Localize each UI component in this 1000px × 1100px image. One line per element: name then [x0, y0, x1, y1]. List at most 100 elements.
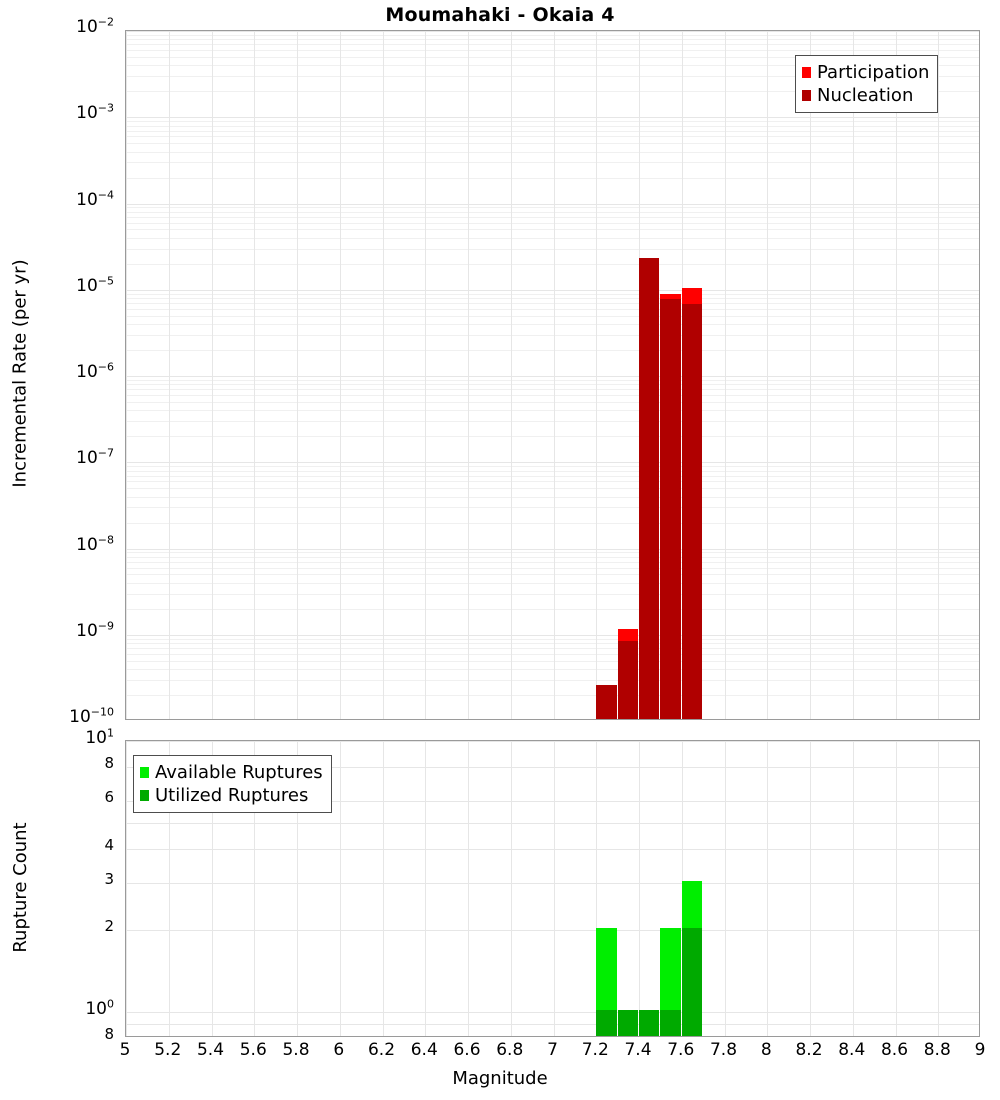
page-title: Moumahaki - Okaia 4 — [385, 4, 615, 26]
gridline-minor — [126, 130, 979, 132]
x-tick-label: 7 — [547, 1040, 558, 1060]
gridline-vertical — [382, 31, 384, 719]
gridline-minor — [126, 389, 979, 391]
x-tick-label: 7.4 — [624, 1040, 652, 1060]
x-tick-label: 5.8 — [282, 1040, 310, 1060]
gridline-minor — [126, 522, 979, 524]
gridline-vertical — [254, 31, 256, 719]
gridline-minor — [126, 582, 979, 584]
gridline-minor — [126, 608, 979, 610]
gridline-major — [126, 462, 979, 464]
bar-nucleation — [660, 298, 681, 719]
gridline-minor — [126, 593, 979, 595]
gridline-major — [126, 741, 979, 742]
y-tick-label: 10−7 — [76, 446, 114, 469]
gridline-minor — [126, 496, 979, 498]
y-tick-label: 10−4 — [76, 187, 114, 210]
gridline-minor — [126, 315, 979, 317]
gridline-vertical — [895, 741, 897, 1036]
gridline-minor — [126, 475, 979, 477]
x-tick-label: 9 — [974, 1040, 986, 1060]
gridline-vertical — [339, 741, 341, 1036]
legend-label: Available Ruptures — [155, 761, 323, 783]
gridline-minor — [126, 207, 979, 209]
top-panel-legend: Participation Nucleation — [795, 55, 939, 113]
gridline-vertical — [852, 741, 854, 1036]
bar-nucleation — [639, 258, 660, 719]
bar-nucleation — [681, 303, 703, 719]
gridline-vertical — [767, 741, 769, 1036]
gridline-vertical — [724, 741, 726, 1036]
bar-nucleation — [596, 684, 617, 719]
y-tick-label: 8 — [104, 754, 114, 773]
gridline-vertical — [254, 741, 256, 1036]
y-tick-label: 10−8 — [76, 532, 114, 555]
gridline-vertical — [852, 31, 854, 719]
table-row — [596, 741, 617, 1036]
gridline-major — [126, 203, 979, 205]
gridline-minor — [126, 507, 979, 509]
legend-item: Participation — [802, 61, 929, 84]
legend-swatch-icon — [802, 90, 811, 101]
gridline-vertical — [211, 31, 213, 719]
gridline-vertical — [168, 741, 170, 1036]
gridline-major — [126, 930, 979, 932]
gridline-minor — [126, 303, 979, 305]
gridline-vertical — [510, 741, 512, 1036]
x-tick-label: 5 — [119, 1040, 131, 1060]
y-tick-label: 10−9 — [76, 619, 114, 641]
gridline-minor — [126, 298, 979, 300]
gridline-vertical — [810, 31, 811, 719]
gridline-major — [126, 1024, 979, 1026]
table-row — [639, 31, 660, 719]
gridline-vertical — [211, 741, 213, 1036]
legend-item: Nucleation — [802, 84, 929, 107]
gridline-minor — [126, 669, 979, 671]
x-tick-label: 8.8 — [923, 1040, 951, 1060]
x-tick-label: 8.6 — [880, 1040, 909, 1060]
gridline-minor — [126, 91, 979, 93]
gridline-minor — [126, 237, 979, 239]
gridline-vertical — [510, 31, 512, 719]
bar-utilized-ruptures — [660, 1009, 681, 1036]
gridline-minor — [126, 660, 979, 662]
bar-available-ruptures — [596, 928, 617, 1036]
legend-swatch-icon — [140, 790, 149, 801]
legend-item: Available Ruptures — [140, 761, 323, 784]
legend-swatch-icon — [140, 767, 149, 778]
gridline-vertical — [724, 31, 726, 719]
gridline-minor — [126, 488, 979, 490]
x-tick-label: 7.2 — [581, 1040, 609, 1060]
gridline-vertical — [425, 741, 427, 1036]
gridline-minor — [126, 334, 979, 336]
y-tick-label: 10−10 — [69, 705, 114, 727]
bar-nucleation — [617, 641, 638, 719]
gridline-vertical — [767, 31, 769, 719]
gridline-minor — [126, 125, 979, 127]
x-tick-label: 5.6 — [239, 1040, 267, 1060]
y-tick-label: 2 — [104, 917, 114, 936]
gridline-minor — [126, 39, 979, 41]
gridline-minor — [126, 401, 979, 403]
table-row — [617, 741, 638, 1036]
table-row — [639, 741, 660, 1036]
gridline-minor — [126, 410, 979, 412]
x-tick-label: 6 — [333, 1040, 345, 1060]
gridline-minor — [126, 379, 979, 381]
gridline-minor — [126, 556, 979, 558]
table-row — [681, 741, 703, 1036]
gridline-vertical — [639, 741, 640, 1036]
gridline-minor — [126, 222, 979, 224]
gridline-major — [126, 848, 979, 850]
gridline-minor — [126, 211, 979, 213]
gridline-minor — [126, 561, 979, 563]
gridline-vertical — [425, 31, 427, 719]
legend-label: Participation — [817, 61, 930, 83]
legend-swatch-icon — [802, 67, 811, 78]
y-tick-label: 10−5 — [76, 274, 114, 296]
y-tick-label: 10−2 — [76, 15, 114, 37]
gridline-minor — [126, 643, 979, 645]
gridline-minor — [126, 638, 979, 640]
gridline-minor — [126, 121, 979, 123]
gridline-minor — [126, 162, 979, 164]
